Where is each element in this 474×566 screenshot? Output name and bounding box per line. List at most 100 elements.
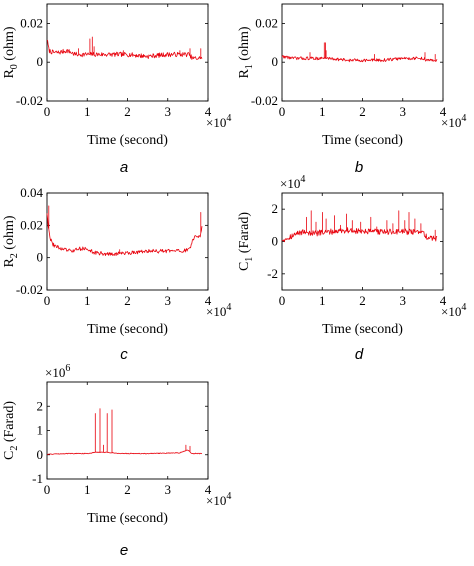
- x-tick-label: 1: [319, 104, 326, 119]
- x-axis-label: Time (second): [322, 133, 403, 148]
- x-multiplier-exponent: 4: [461, 302, 466, 313]
- series-line: [46, 205, 203, 256]
- y-tick-label: -1: [32, 471, 43, 486]
- x-multiplier: ×104: [206, 113, 231, 130]
- x-multiplier-exponent: 4: [226, 113, 231, 124]
- y-label-subscript: 1: [244, 64, 255, 69]
- y-axis-label: R1 (ohm): [237, 26, 255, 78]
- y-tick-label: -0.02: [16, 93, 43, 108]
- y-tick-label: -0.02: [16, 282, 43, 297]
- y-tick-label: 0.02: [20, 217, 43, 232]
- y-tick-label: 2: [272, 201, 279, 216]
- axes-frame: [46, 381, 209, 480]
- y-label-subscript: 0: [9, 64, 20, 69]
- series-line: [281, 42, 438, 63]
- y-label-rest: (ohm): [237, 26, 252, 64]
- x-tick-label: 3: [400, 104, 407, 119]
- panel-letter: c: [120, 346, 128, 363]
- y-tick-label: 0: [37, 250, 44, 265]
- x-multiplier: ×104: [206, 302, 231, 319]
- x-tick-label: 4: [440, 293, 447, 308]
- y-axis-label: R0 (ohm): [2, 26, 20, 78]
- y-label-rest: (ohm): [2, 26, 17, 64]
- y-multiplier: ×104: [280, 174, 305, 191]
- x-tick-label: 3: [165, 293, 172, 308]
- y-label-rest: (ohm): [2, 215, 17, 253]
- y-tick-label: -2: [267, 266, 278, 281]
- x-multiplier-exponent: 4: [461, 113, 466, 124]
- x-tick-label: 1: [84, 104, 91, 119]
- x-tick-label: 4: [205, 482, 212, 497]
- y-multiplier-exponent: 4: [300, 174, 305, 185]
- x-axis-label: Time (second): [322, 322, 403, 337]
- y-label-main: R: [2, 258, 17, 268]
- x-tick-label: 4: [440, 104, 447, 119]
- y-tick-label: 0.02: [20, 15, 43, 30]
- y-tick-label: 0: [272, 234, 279, 249]
- panel-letter: d: [355, 346, 364, 363]
- x-tick-label: 3: [165, 104, 172, 119]
- y-tick-label: -0.02: [251, 93, 278, 108]
- y-label-subscript: 2: [9, 253, 20, 258]
- y-multiplier: ×106: [45, 363, 70, 380]
- x-tick-label: 4: [205, 104, 212, 119]
- y-label-subscript: 2: [9, 446, 20, 451]
- x-tick-label: 3: [165, 482, 172, 497]
- y-tick-label: 0: [37, 54, 44, 69]
- y-label-rest: (Farad): [237, 212, 252, 257]
- y-tick-label: 0: [272, 54, 279, 69]
- x-tick-label: 2: [124, 482, 131, 497]
- x-tick-label: 1: [84, 293, 91, 308]
- x-tick-label: 0: [44, 293, 51, 308]
- x-tick-label: 2: [359, 104, 366, 119]
- x-axis-label: Time (second): [87, 133, 168, 148]
- x-multiplier-exponent: 4: [226, 491, 231, 502]
- x-tick-label: 2: [124, 104, 131, 119]
- x-tick-label: 0: [279, 293, 286, 308]
- x-tick-label: 0: [279, 104, 286, 119]
- y-label-main: C: [2, 451, 17, 460]
- x-tick-label: 4: [205, 293, 212, 308]
- x-multiplier-exponent: 4: [226, 302, 231, 313]
- x-multiplier: ×104: [206, 491, 231, 508]
- axes-frame: [281, 3, 444, 102]
- x-tick-label: 2: [124, 293, 131, 308]
- y-axis-label: R2 (ohm): [2, 215, 20, 267]
- x-axis-label: Time (second): [87, 511, 168, 526]
- series-line: [46, 36, 203, 60]
- x-tick-label: 0: [44, 482, 51, 497]
- y-tick-label: 2: [37, 398, 44, 413]
- y-label-main: R: [237, 69, 252, 79]
- x-tick-label: 1: [84, 482, 91, 497]
- panel-letter: a: [120, 159, 128, 176]
- y-tick-label: 1: [37, 423, 44, 438]
- x-tick-label: 1: [319, 293, 326, 308]
- y-tick-label: 0.04: [20, 185, 43, 200]
- panel-letter: b: [355, 159, 363, 176]
- x-axis-label: Time (second): [87, 322, 168, 337]
- series-line: [281, 210, 438, 243]
- series-line: [46, 408, 203, 455]
- axes-frame: [46, 192, 209, 291]
- x-tick-label: 0: [44, 104, 51, 119]
- axes-frame: [281, 192, 444, 291]
- x-multiplier: ×104: [441, 302, 466, 319]
- y-label-subscript: 1: [244, 257, 255, 262]
- axes-frame: [46, 3, 209, 102]
- x-tick-label: 2: [359, 293, 366, 308]
- y-tick-label: 0.02: [255, 15, 278, 30]
- y-axis-label: C1 (Farad): [237, 212, 255, 271]
- y-label-rest: (Farad): [2, 401, 17, 446]
- y-label-main: R: [2, 69, 17, 79]
- panel-letter: e: [120, 542, 128, 559]
- y-tick-label: 0: [37, 447, 44, 462]
- y-label-main: C: [237, 262, 252, 271]
- y-axis-label: C2 (Farad): [2, 401, 20, 460]
- x-tick-label: 3: [400, 293, 407, 308]
